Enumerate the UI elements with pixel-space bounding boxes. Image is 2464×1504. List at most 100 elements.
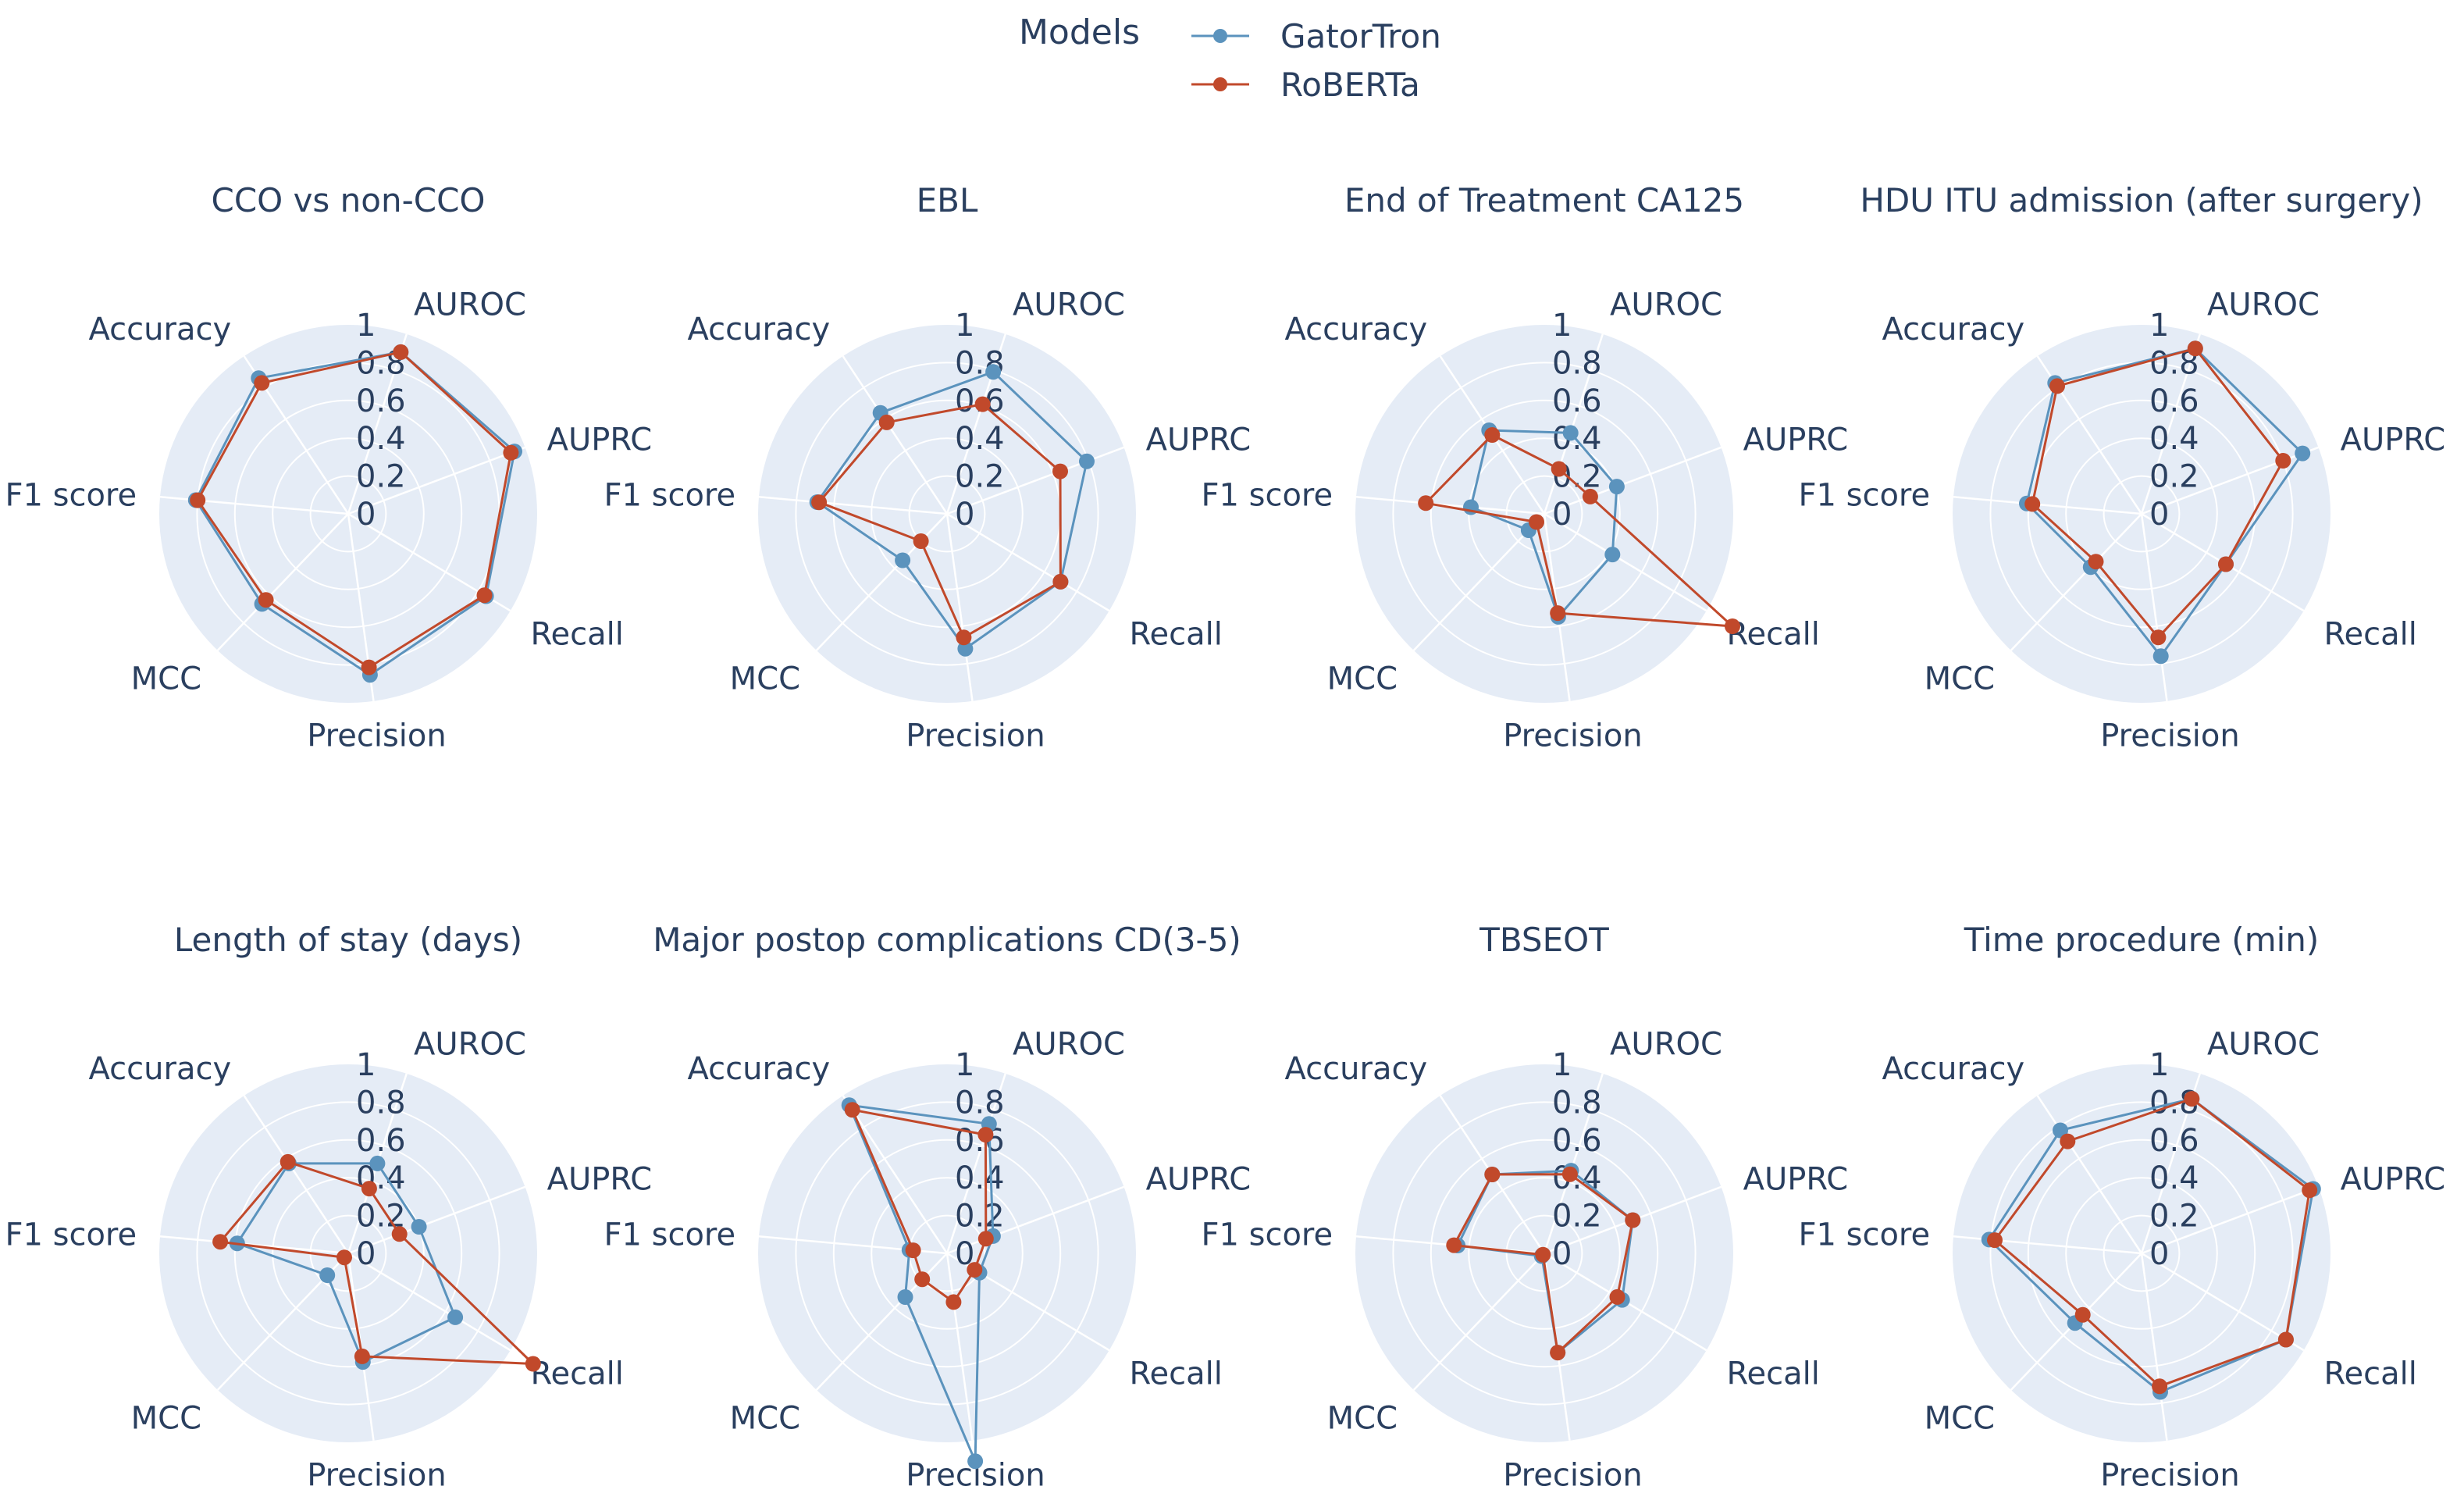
data-point-roberta-mcc[interactable] <box>336 1249 352 1266</box>
data-point-roberta-auprc[interactable] <box>1052 463 1068 479</box>
data-point-roberta-mcc[interactable] <box>2088 554 2104 570</box>
radial-tick-label: 0.8 <box>955 1085 1005 1121</box>
data-point-roberta-auroc[interactable] <box>1561 1166 1578 1182</box>
data-point-gatortron-precision[interactable] <box>2152 648 2169 665</box>
data-point-roberta-f1-score[interactable] <box>1446 1237 1462 1253</box>
radial-tick-label: 0.6 <box>955 1123 1005 1159</box>
data-point-gatortron-mcc[interactable] <box>897 1289 913 1305</box>
radial-tick-label: 0.8 <box>1552 345 1602 381</box>
data-point-roberta-auprc[interactable] <box>2302 1182 2318 1199</box>
data-point-roberta-mcc[interactable] <box>914 1271 931 1288</box>
data-point-roberta-recall[interactable] <box>1725 618 1740 634</box>
data-point-roberta-auprc[interactable] <box>977 1231 994 1247</box>
data-point-roberta-f1-score[interactable] <box>1987 1232 2003 1249</box>
data-point-gatortron-auprc[interactable] <box>1608 479 1625 495</box>
data-point-roberta-precision[interactable] <box>2150 629 2167 646</box>
data-point-roberta-f1-score[interactable] <box>212 1234 229 1250</box>
data-point-roberta-precision[interactable] <box>2152 1378 2168 1395</box>
data-point-roberta-recall[interactable] <box>476 587 493 604</box>
data-point-roberta-auroc[interactable] <box>1551 461 1567 477</box>
data-point-roberta-accuracy[interactable] <box>2049 378 2065 394</box>
subplot-title: HDU ITU admission (after surgery) <box>1860 181 2423 219</box>
radial-tick-label: 0 <box>2149 497 2169 533</box>
data-point-roberta-f1-score[interactable] <box>190 492 206 508</box>
data-point-roberta-accuracy[interactable] <box>844 1102 860 1118</box>
data-point-gatortron-auprc[interactable] <box>411 1219 427 1235</box>
data-point-roberta-auroc[interactable] <box>974 396 991 412</box>
data-point-roberta-f1-score[interactable] <box>811 494 828 511</box>
data-point-roberta-mcc[interactable] <box>2074 1306 2091 1323</box>
data-point-roberta-recall[interactable] <box>1052 573 1069 590</box>
data-point-roberta-precision[interactable] <box>1550 605 1566 622</box>
axis-label-precision: Precision <box>1503 718 1642 754</box>
data-point-gatortron-mcc[interactable] <box>895 552 911 568</box>
series-roberta <box>190 344 519 675</box>
data-point-gatortron-recall[interactable] <box>1604 547 1621 563</box>
data-point-roberta-auprc[interactable] <box>2275 453 2291 469</box>
data-point-roberta-f1-score[interactable] <box>905 1242 921 1259</box>
legend-entry-roberta[interactable]: RoBERTa <box>1191 66 1420 104</box>
data-point-roberta-accuracy[interactable] <box>1484 427 1501 443</box>
radial-tick-label: 0.6 <box>2149 1123 2199 1159</box>
data-point-roberta-precision[interactable] <box>945 1294 962 1310</box>
data-point-roberta-recall[interactable] <box>1609 1288 1625 1305</box>
data-point-roberta-mcc[interactable] <box>1529 514 1544 530</box>
data-point-roberta-recall[interactable] <box>525 1356 541 1372</box>
data-point-roberta-precision[interactable] <box>361 659 377 675</box>
data-point-roberta-precision[interactable] <box>354 1348 370 1364</box>
grid-circle <box>1468 1177 1621 1330</box>
data-point-roberta-precision[interactable] <box>1550 1345 1566 1361</box>
data-point-gatortron-mcc[interactable] <box>319 1267 336 1283</box>
data-point-roberta-auprc[interactable] <box>1625 1212 1641 1228</box>
data-point-roberta-recall[interactable] <box>967 1262 983 1278</box>
data-point-roberta-auprc[interactable] <box>1582 488 1598 504</box>
axis-label-precision: Precision <box>307 718 446 754</box>
data-point-roberta-auroc[interactable] <box>393 344 409 360</box>
radar-panel-tbseot: TBSEOT AUROC AUPRC Recall Precision MCC F1 sco… <box>1201 921 1848 1494</box>
data-point-roberta-accuracy[interactable] <box>2060 1133 2076 1149</box>
data-point-gatortron-auprc[interactable] <box>1079 453 1095 469</box>
data-point-roberta-accuracy[interactable] <box>254 375 270 391</box>
grid-circle <box>2065 437 2218 590</box>
data-point-roberta-auprc[interactable] <box>391 1226 408 1242</box>
axis-label-f1-score: F1 score <box>1798 478 1930 514</box>
data-point-roberta-auroc[interactable] <box>361 1181 377 1197</box>
data-point-roberta-recall[interactable] <box>2277 1331 2294 1348</box>
data-point-roberta-auroc[interactable] <box>977 1127 994 1143</box>
data-point-roberta-accuracy[interactable] <box>1484 1167 1501 1182</box>
spoke-mcc <box>1412 1253 1545 1391</box>
data-point-gatortron-auroc[interactable] <box>369 1155 386 1171</box>
data-point-gatortron-auroc[interactable] <box>985 364 1002 380</box>
data-point-roberta-recall[interactable] <box>2218 556 2234 572</box>
data-point-gatortron-recall[interactable] <box>447 1309 464 1325</box>
data-point-roberta-f1-score[interactable] <box>1418 495 1434 511</box>
axis-label-auroc: AUROC <box>414 1026 526 1062</box>
axis-label-auroc: AUROC <box>1013 287 1125 323</box>
data-point-roberta-accuracy[interactable] <box>280 1153 296 1170</box>
data-point-gatortron-auroc[interactable] <box>1562 425 1579 441</box>
axis-label-recall: Recall <box>530 617 623 653</box>
axis-label-auprc: AUPRC <box>2341 1161 2446 1197</box>
data-point-gatortron-precision[interactable] <box>967 1453 984 1470</box>
grid-circle <box>1392 362 1697 666</box>
data-point-gatortron-auprc[interactable] <box>2295 445 2311 462</box>
axis-label-recall: Recall <box>1129 1356 1222 1392</box>
series-line-roberta <box>196 351 512 669</box>
data-point-roberta-auprc[interactable] <box>503 444 519 461</box>
radial-tick-label: 0.8 <box>356 1085 406 1121</box>
radial-tick-label: 0.6 <box>356 1123 406 1159</box>
data-point-roberta-auroc[interactable] <box>2187 340 2203 357</box>
data-point-roberta-mcc[interactable] <box>1535 1246 1551 1263</box>
series-line-gatortron <box>816 370 1088 650</box>
data-point-roberta-accuracy[interactable] <box>878 414 895 430</box>
legend-entry-gatortron[interactable]: GatorTron <box>1191 17 1441 55</box>
data-point-roberta-mcc[interactable] <box>258 592 274 608</box>
data-point-roberta-f1-score[interactable] <box>2024 496 2041 512</box>
data-point-roberta-auroc[interactable] <box>2184 1091 2200 1107</box>
spoke-precision <box>945 513 974 701</box>
axis-label-precision: Precision <box>906 718 1045 754</box>
axis-label-accuracy: Accuracy <box>688 312 831 347</box>
data-point-gatortron-accuracy[interactable] <box>2053 1122 2068 1139</box>
data-point-roberta-mcc[interactable] <box>913 533 929 549</box>
data-point-roberta-precision[interactable] <box>956 629 972 646</box>
